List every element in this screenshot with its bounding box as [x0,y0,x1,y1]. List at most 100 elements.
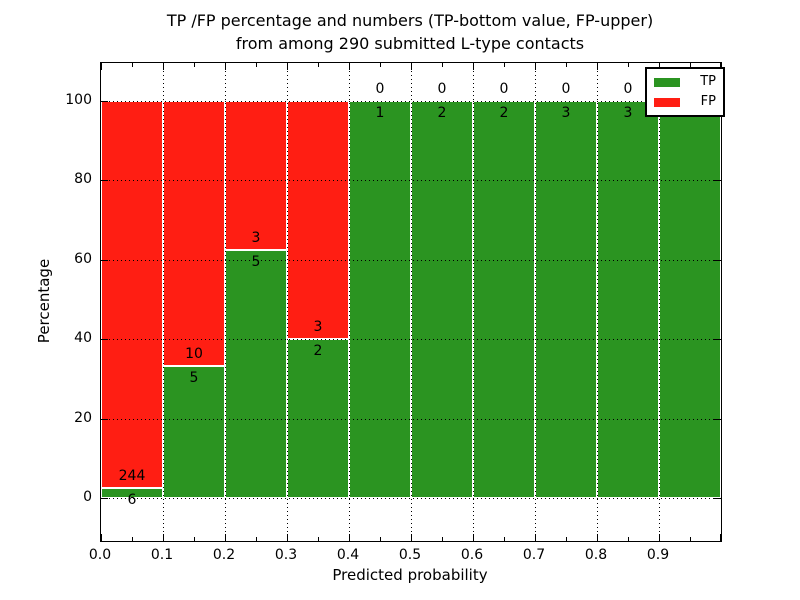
x-tick-label-0.1: 0.1 [150,547,174,563]
bar-segment-tp-3 [287,339,349,498]
x-tick-label-0.3: 0.3 [274,547,298,563]
tp-color-swatch [654,77,680,87]
y-tick-label-20: 20 [74,409,92,426]
y-major-tick-left-2 [101,339,108,341]
x-tick-label-0.5: 0.5 [398,547,422,563]
x-major-tick-top-5 [411,63,412,70]
x-major-tick-bottom-6 [473,534,474,541]
x-tick-label-0.2: 0.2 [212,547,236,563]
x-minor-tick-bottom-8 [628,537,629,541]
x-major-tick-top-10 [720,63,721,70]
bar-segment-tp-0 [101,488,163,498]
fp-count-label-0: 244 [118,468,146,485]
x-minor-tick-bottom-9 [690,537,691,541]
gridline-x-9 [659,63,660,541]
x-minor-tick-top-6 [504,63,505,67]
fp-count-label-1: 10 [185,345,203,362]
x-minor-tick-bottom-5 [442,537,443,541]
y-major-tick-right-2 [714,339,721,341]
gridline-y-3 [101,259,721,261]
x-major-tick-top-4 [349,63,350,70]
tp-count-label-3: 2 [313,343,323,360]
x-tick-label-0.9: 0.9 [646,547,670,563]
legend: TP FP [645,67,725,117]
y-major-tick-right-3 [714,259,721,261]
x-major-tick-bottom-10 [720,534,721,541]
x-major-tick-top-2 [225,63,226,70]
tp-count-label-7: 3 [561,105,571,121]
tp-count-label-5: 2 [437,105,447,121]
x-major-tick-bottom-0 [101,534,102,541]
x-minor-tick-top-9 [690,63,691,67]
gridline-y-4 [101,180,721,182]
y-major-tick-right-1 [714,418,721,420]
x-major-tick-bottom-7 [535,534,536,541]
grid-layer [101,63,721,541]
x-major-tick-top-9 [659,63,660,70]
x-tick-label-0.6: 0.6 [460,547,484,563]
bar-segment-tp-7 [535,101,597,498]
y-major-tick-left-1 [101,418,108,420]
tp-count-label-2: 5 [251,253,261,270]
bar-segment-tp-5 [411,101,473,498]
x-minor-tick-top-7 [566,63,567,67]
gridline-x-1 [163,63,164,541]
x-tick-label-0.4: 0.4 [336,547,360,563]
x-major-tick-top-6 [473,63,474,70]
bars-layer [101,63,721,541]
y-tick-label-100: 100 [65,92,92,108]
bar-segment-fp-1 [163,101,225,366]
y-major-tick-right-4 [714,180,721,182]
gridline-x-2 [225,63,226,541]
x-major-tick-top-0 [101,63,102,70]
chart-title-line-1: TP /FP percentage and numbers (TP-bottom… [166,11,654,30]
x-minor-tick-bottom-0 [132,537,133,541]
x-tick-label-0.8: 0.8 [584,547,608,563]
legend-item-fp: FP [654,95,716,109]
x-minor-tick-bottom-7 [566,537,567,541]
x-minor-tick-top-2 [256,63,257,67]
plot-area: 24461053532010202030301 [100,62,722,542]
tp-count-label-1: 5 [189,369,199,386]
x-tick-label-0.7: 0.7 [522,547,546,563]
fp-count-label-5: 0 [437,81,447,97]
bar-segment-tp-4 [349,101,411,498]
y-tick-label-60: 60 [74,250,92,267]
fp-count-label-4: 0 [375,81,385,97]
gridline-y-2 [101,339,721,341]
x-major-tick-top-1 [163,63,164,70]
legend-label-fp: FP [700,94,716,109]
x-minor-tick-bottom-1 [194,537,195,541]
x-major-tick-bottom-8 [597,534,598,541]
y-major-tick-left-0 [101,498,108,499]
y-major-tick-left-3 [101,259,108,261]
bar-count-labels-layer: 24461053532010202030301 [101,63,721,541]
bar-segment-fp-3 [287,101,349,340]
fp-count-label-7: 0 [561,81,571,97]
x-major-tick-bottom-5 [411,534,412,541]
legend-label-tp: TP [700,74,716,89]
x-minor-tick-bottom-2 [256,537,257,541]
y-tick-label-0: 0 [83,489,92,505]
fp-count-label-8: 0 [623,81,633,97]
x-major-tick-bottom-4 [349,534,350,541]
y-major-tick-left-5 [101,101,108,102]
gridline-x-3 [287,63,288,541]
x-major-tick-top-7 [535,63,536,70]
x-minor-tick-top-5 [442,63,443,67]
bar-segment-fp-0 [101,101,163,489]
gridline-x-4 [349,63,350,541]
ticks-layer [101,63,721,541]
x-minor-tick-top-4 [380,63,381,67]
x-axis-label: Predicted probability [332,566,488,584]
chart-title-line-2: from among 290 submitted L-type contacts [235,34,585,53]
gridline-y-1 [101,418,721,420]
x-minor-tick-bottom-6 [504,537,505,541]
tp-count-label-4: 1 [375,105,385,121]
gridline-x-5 [411,63,412,541]
gridline-x-8 [597,63,598,541]
x-minor-tick-top-1 [194,63,195,67]
gridline-y-5 [101,101,721,102]
x-major-tick-bottom-9 [659,534,660,541]
